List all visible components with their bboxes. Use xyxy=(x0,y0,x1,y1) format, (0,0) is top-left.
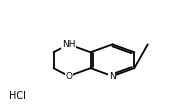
Text: O: O xyxy=(65,72,72,81)
Text: N: N xyxy=(109,72,116,81)
Text: HCl: HCl xyxy=(9,91,26,101)
Text: NH: NH xyxy=(62,40,75,49)
